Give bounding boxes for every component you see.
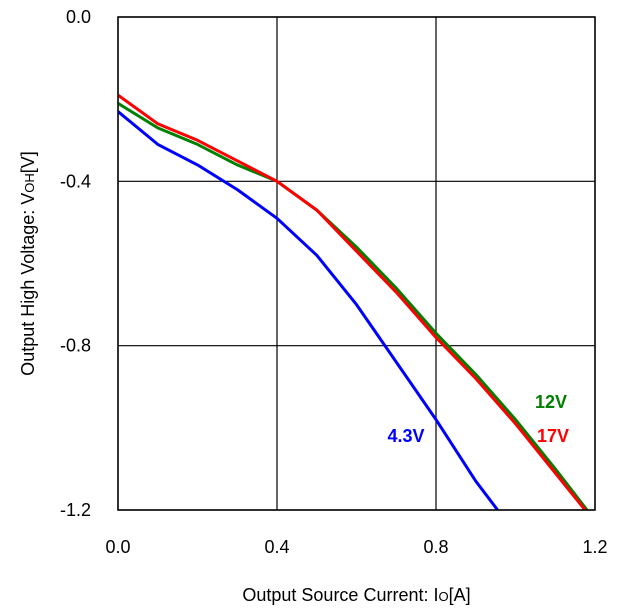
x-tick-labels: 0.0 0.4 0.8 1.2 (105, 537, 607, 557)
y-tick-label: -0.8 (60, 336, 91, 356)
x-axis-label: Output Source Current: IO[A] (242, 585, 470, 605)
series-layer (118, 93, 589, 510)
y-tick-label: -0.4 (60, 171, 91, 191)
series-line-12v (118, 102, 589, 510)
plot-frame (117, 16, 596, 511)
y-axis-label: Output High Voltage: VOH[V] (18, 151, 38, 376)
grid (117, 16, 596, 511)
x-tick-label: 1.2 (582, 537, 607, 557)
series-labels: 4.3V 12V 17V (387, 392, 569, 446)
x-tick-label: 0.4 (264, 537, 289, 557)
x-tick-label: 0.8 (423, 537, 448, 557)
series-line-17v (118, 93, 587, 510)
series-label-4-3v: 4.3V (387, 426, 424, 446)
y-tick-label: 0.0 (66, 7, 91, 27)
series-label-17v: 17V (537, 426, 569, 446)
series-line-4-3v (118, 110, 499, 510)
series-label-12v: 12V (535, 392, 567, 412)
y-tick-labels: 0.0 -0.4 -0.8 -1.2 (60, 7, 91, 520)
y-tick-label: -1.2 (60, 500, 91, 520)
x-tick-label: 0.0 (105, 537, 130, 557)
